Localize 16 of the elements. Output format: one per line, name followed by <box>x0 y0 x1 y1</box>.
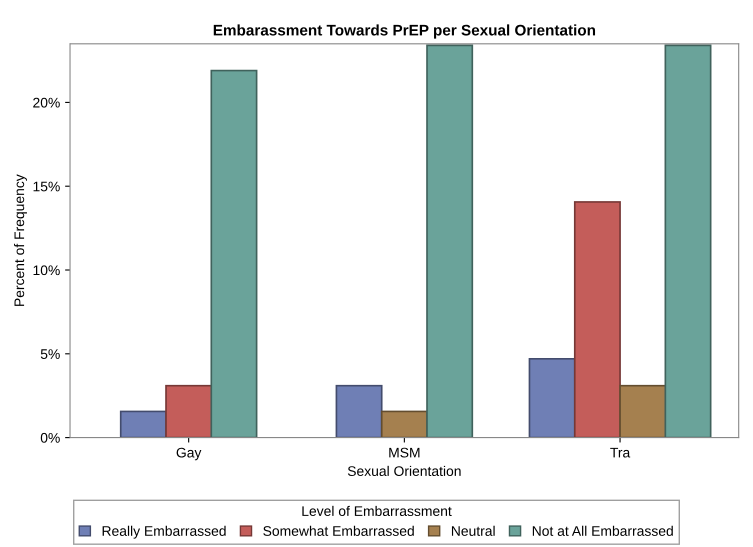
y-tick-label: 15% <box>34 182 60 192</box>
x-tick-label: Gay <box>176 448 202 460</box>
legend-label: Neutral <box>452 526 495 536</box>
y-tick-label: 10% <box>34 265 60 276</box>
x-axis-title: Sexual Orientation <box>348 466 461 476</box>
y-tick-label: 5% <box>40 349 60 359</box>
legend-label: Somewhat Embarrassed <box>263 526 414 536</box>
x-tick-label: Tra <box>610 448 630 458</box>
legend-label: Not at All Embarrassed <box>532 526 673 536</box>
y-tick-label: 0% <box>40 432 60 443</box>
y-tick-label: 20% <box>33 98 60 108</box>
y-axis-title: Percent of Frequency <box>14 174 27 306</box>
legend-label: Really Embarrassed <box>102 526 226 539</box>
legend-title: Level of Embarrassment <box>302 506 452 516</box>
x-tick-label: MSM <box>389 448 420 458</box>
chart-title: Embarassment Towards PrEP per Sexual Orientation <box>214 24 596 39</box>
